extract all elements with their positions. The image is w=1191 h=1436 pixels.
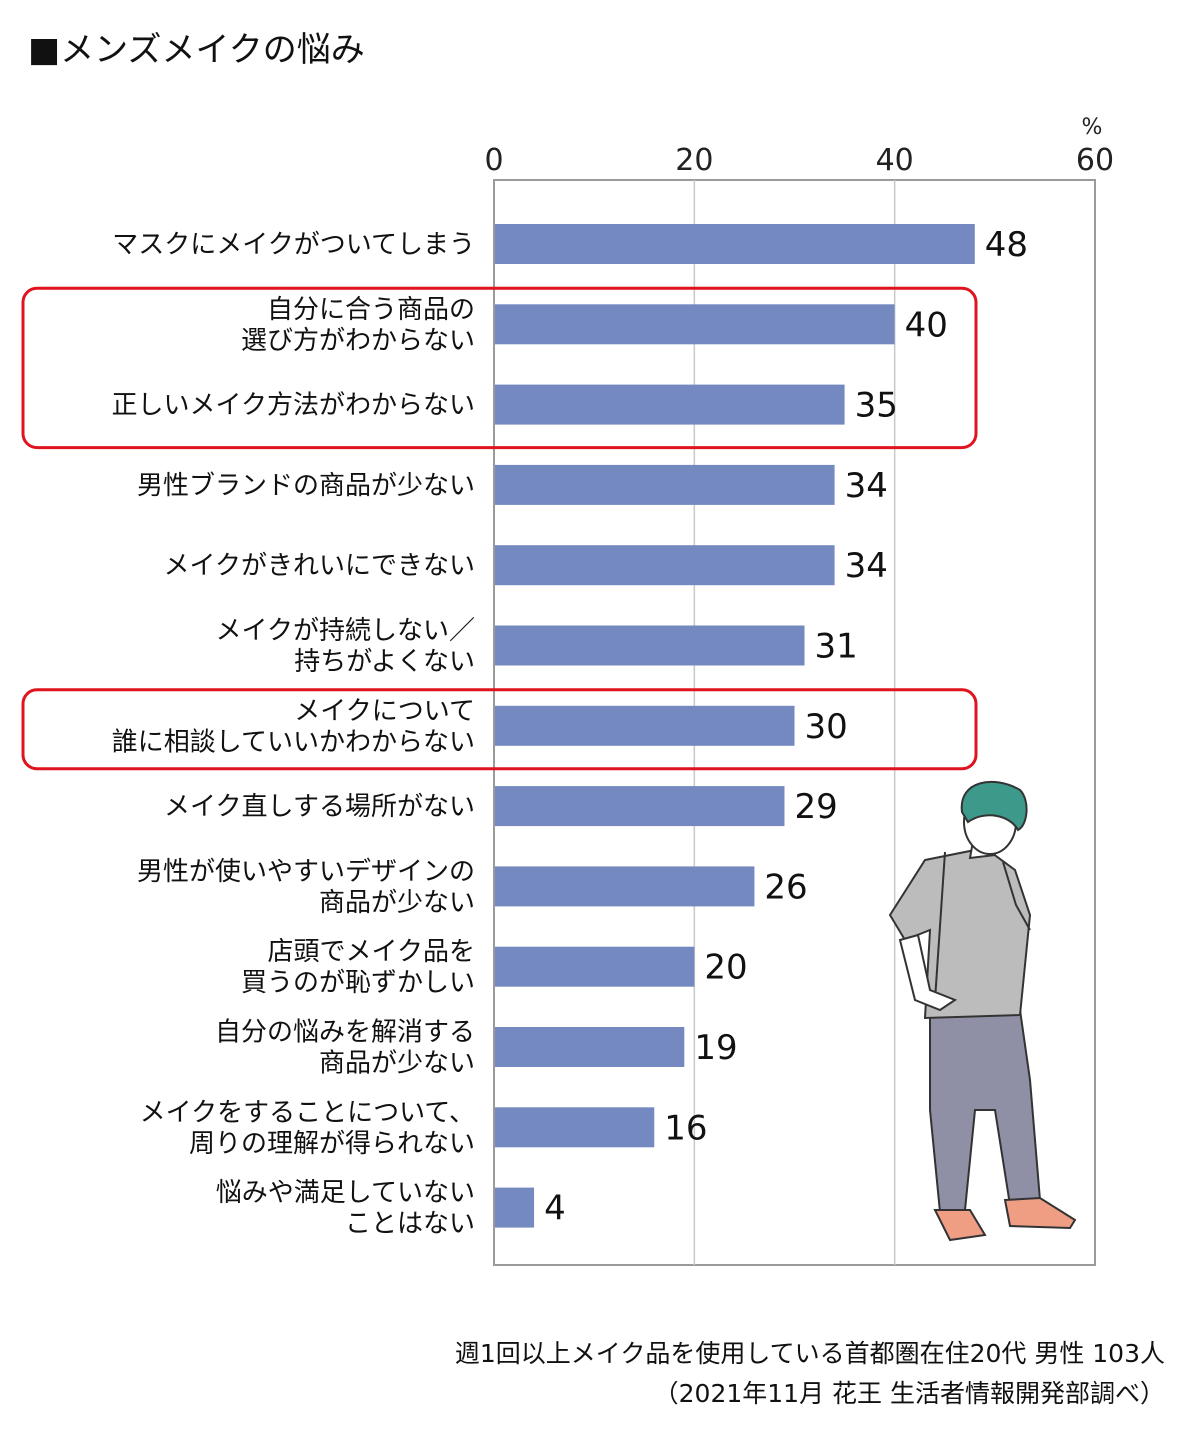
bar — [495, 625, 805, 666]
value-label: 34 — [845, 546, 888, 586]
category-label: 周りの理解が得られない — [189, 1129, 475, 1159]
category-label: 商品が少ない — [319, 1049, 475, 1079]
bar — [495, 384, 845, 425]
value-label: 29 — [794, 787, 837, 827]
man-illustration — [888, 781, 1077, 1242]
footnote-source: （2021年11月 花王 生活者情報開発部調べ） — [653, 1379, 1165, 1408]
bar — [495, 866, 755, 907]
value-label: 31 — [815, 627, 858, 667]
bar — [495, 464, 835, 505]
category-label: 商品が少ない — [319, 888, 475, 918]
category-label: 正しいメイク方法がわからない — [112, 391, 475, 421]
bar — [495, 1027, 685, 1067]
x-tick-label: 20 — [675, 143, 713, 178]
category-label: 持ちがよくない — [294, 647, 475, 677]
bar — [495, 705, 795, 746]
bar — [495, 304, 895, 345]
chart-title: ■メンズメイクの悩み — [28, 30, 365, 70]
category-label: 男性ブランドの商品が少ない — [137, 471, 475, 501]
category-label: ことはない — [345, 1209, 475, 1239]
bar — [495, 1107, 655, 1148]
value-label: 26 — [764, 867, 807, 907]
plot-frame — [493, 179, 1096, 1266]
value-label: 20 — [704, 948, 747, 988]
category-label: 誰に相談していいかわからない — [112, 727, 475, 757]
value-label: 34 — [845, 466, 888, 506]
category-label: メイクがきれいにできない — [164, 551, 475, 581]
value-label: 40 — [905, 305, 948, 345]
category-label: 悩みや満足していない — [216, 1178, 475, 1208]
x-tick-label: 60 — [1076, 143, 1114, 178]
category-label: メイク直しする場所がない — [164, 792, 475, 822]
value-label: 30 — [805, 707, 848, 747]
bar — [495, 946, 695, 987]
highlight-box — [21, 286, 978, 450]
bar — [495, 786, 785, 827]
value-label: 4 — [544, 1189, 566, 1229]
bar — [495, 545, 835, 586]
category-label: メイクが持続しない／ — [216, 616, 475, 646]
value-label: 48 — [985, 225, 1028, 265]
value-label: 19 — [694, 1028, 737, 1068]
x-tick-label: 0 — [484, 143, 503, 178]
bar — [495, 224, 975, 264]
category-label: マスクにメイクがついてしまう — [112, 230, 475, 260]
category-label: メイクをすることについて、 — [140, 1098, 475, 1128]
category-label: 選び方がわからない — [241, 326, 475, 356]
unit-label: % — [1082, 115, 1103, 140]
value-label: 16 — [664, 1108, 707, 1148]
category-label: 男性が使いやすいデザインの — [137, 857, 475, 887]
category-label: 自分の悩みを解消する — [215, 1018, 475, 1048]
category-label: メイクについて — [294, 696, 475, 726]
category-label: 自分に合う商品の — [267, 295, 475, 325]
bar — [495, 1187, 535, 1228]
footnote-sample: 週1回以上メイク品を使用している首都圏在住20代 男性 103人 — [454, 1339, 1165, 1368]
category-label: 買うのが恥ずかしい — [241, 968, 475, 998]
category-label: 店頭でメイク品を — [268, 937, 475, 967]
highlight-box — [21, 688, 978, 771]
value-label: 35 — [855, 386, 898, 426]
x-tick-label: 40 — [876, 143, 914, 178]
